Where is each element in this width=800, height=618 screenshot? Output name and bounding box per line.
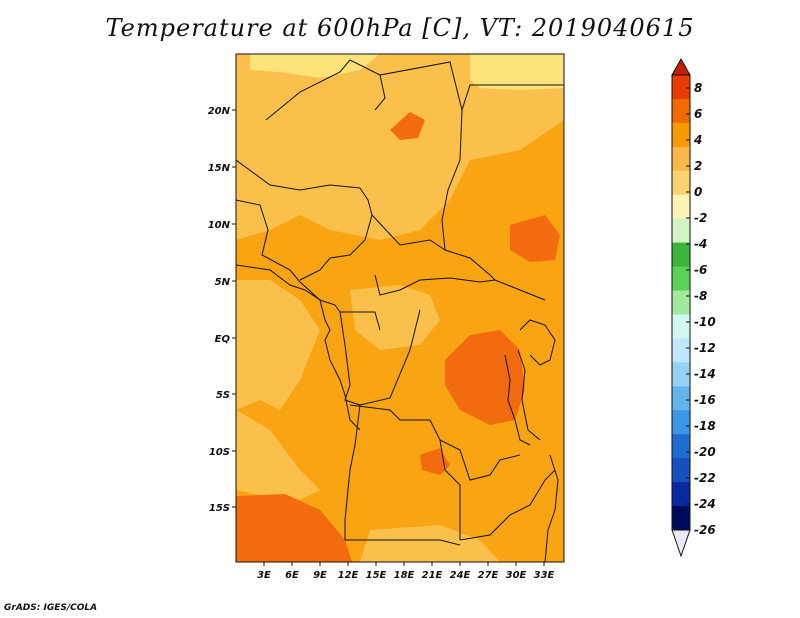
- border-niger-chad: [236, 159, 361, 191]
- border-car-north: [371, 214, 496, 281]
- colorbar-segment: [672, 362, 690, 387]
- border-nigeria: [236, 199, 301, 283]
- border-zambia-south: [459, 469, 556, 541]
- colorbar-label: -20: [694, 445, 716, 459]
- lon-label: 15E: [366, 570, 387, 581]
- colorbar-segment: [672, 98, 690, 124]
- border-malawi: [544, 454, 559, 562]
- lon-label: 21E: [422, 570, 443, 581]
- colorbar-arrow-bottom: [671, 529, 691, 558]
- colorbar-segment: [672, 146, 690, 172]
- lat-label: 5N: [215, 277, 231, 288]
- lon-label: 33E: [534, 570, 555, 581]
- border-angola-zambia: [344, 404, 461, 546]
- colorbar-label: -26: [694, 523, 716, 537]
- lat-label: 20N: [208, 106, 231, 117]
- colorbar-segment: [672, 242, 690, 268]
- lat-label: 15S: [209, 503, 230, 514]
- lat-label: EQ: [215, 334, 231, 345]
- colorbar-label: 4: [693, 133, 702, 147]
- colorbar-segment: [672, 290, 690, 315]
- colorbar-label: -18: [694, 419, 716, 433]
- colorbar-segment: [672, 218, 690, 244]
- colorbar-label: 0: [694, 185, 702, 199]
- field-warm-sw: [236, 494, 352, 562]
- colorbar-segment: [672, 314, 690, 339]
- border-lake-chad: [299, 187, 373, 281]
- lon-label: 12E: [338, 570, 359, 581]
- field-cool-west: [236, 280, 320, 410]
- colorbar: 8 6 4 2 0 -2 -4 -6 -8 -10 -12 -14 -16 -18 -20 -22 -24 -26: [671, 57, 716, 558]
- colorbar-segment: [672, 482, 690, 507]
- field-warm-north: [390, 112, 425, 140]
- colorbar-label: 6: [694, 107, 702, 121]
- field-warm-congo: [445, 330, 525, 425]
- lon-label: 3E: [257, 570, 271, 581]
- lon-label: 18E: [394, 570, 415, 581]
- border-cameroon: [299, 281, 381, 331]
- colorbar-label: -22: [694, 471, 716, 485]
- border-atlantic-coast: [236, 264, 361, 431]
- border-congo: [339, 309, 421, 406]
- lon-label: 30E: [506, 570, 527, 581]
- colorbar-label: -6: [694, 263, 707, 277]
- colorbar-label: -12: [694, 341, 716, 355]
- lat-label: 10N: [208, 220, 231, 231]
- colorbar-label: -24: [694, 497, 716, 511]
- border-rift-valley: [517, 349, 541, 441]
- field-warm-east: [510, 215, 560, 262]
- colorbar-segment: [672, 506, 690, 531]
- border-drc-south: [349, 404, 521, 481]
- map-title: Temperature at 600hPa [C], VT: 201904061…: [105, 14, 695, 42]
- border-great-lakes: [519, 319, 556, 366]
- colorbar-segment: [672, 386, 690, 411]
- lon-label: 27E: [478, 570, 499, 581]
- colorbar-segment: [672, 434, 690, 459]
- colorbar-label: -4: [694, 237, 707, 251]
- colorbar-label: -16: [694, 393, 716, 407]
- lon-label: 6E: [285, 570, 299, 581]
- field-cool-center: [350, 285, 440, 350]
- country-borders: [236, 59, 564, 562]
- colorbar-segment: [672, 338, 690, 363]
- colorbar-segment: [672, 75, 690, 100]
- colorbar-arrow-top: [671, 57, 691, 76]
- grads-credit: GrADS: IGES/COLA: [4, 603, 98, 613]
- map-frame: [235, 53, 565, 563]
- colorbar-segment: [672, 194, 690, 220]
- colorbar-label: -2: [694, 211, 707, 225]
- border-angola-east: [439, 439, 461, 540]
- colorbar-label: -10: [694, 315, 716, 329]
- axis-ticks: [232, 109, 545, 566]
- lon-label: 24E: [450, 570, 471, 581]
- colorbar-segment: [672, 410, 690, 435]
- lat-label: 10S: [209, 447, 230, 458]
- field-cool-south: [360, 525, 500, 562]
- field-cooler-north: [250, 54, 380, 78]
- border-chad-sudan: [441, 109, 463, 251]
- colorbar-segment: [672, 266, 690, 292]
- colorbar-label: -8: [694, 289, 707, 303]
- colorbar-label: 2: [694, 159, 702, 173]
- border-car-south: [374, 274, 546, 301]
- colorbar-label: -14: [694, 367, 716, 381]
- field-cool-north: [236, 54, 564, 240]
- colorbar-segment: [672, 170, 690, 196]
- lon-label: 9E: [313, 570, 327, 581]
- colorbar-segment: [672, 122, 690, 148]
- colorbar-label: 8: [694, 81, 702, 95]
- lat-label: 5S: [216, 390, 230, 401]
- temperature-field: [236, 54, 564, 562]
- border-libya-chad-west: [265, 59, 386, 121]
- lat-label: 15N: [208, 163, 231, 174]
- border-lake-tanganyika: [504, 354, 531, 446]
- field-cooler-ne: [470, 54, 564, 90]
- field-cool-sw: [236, 410, 320, 500]
- colorbar-segment: [672, 458, 690, 483]
